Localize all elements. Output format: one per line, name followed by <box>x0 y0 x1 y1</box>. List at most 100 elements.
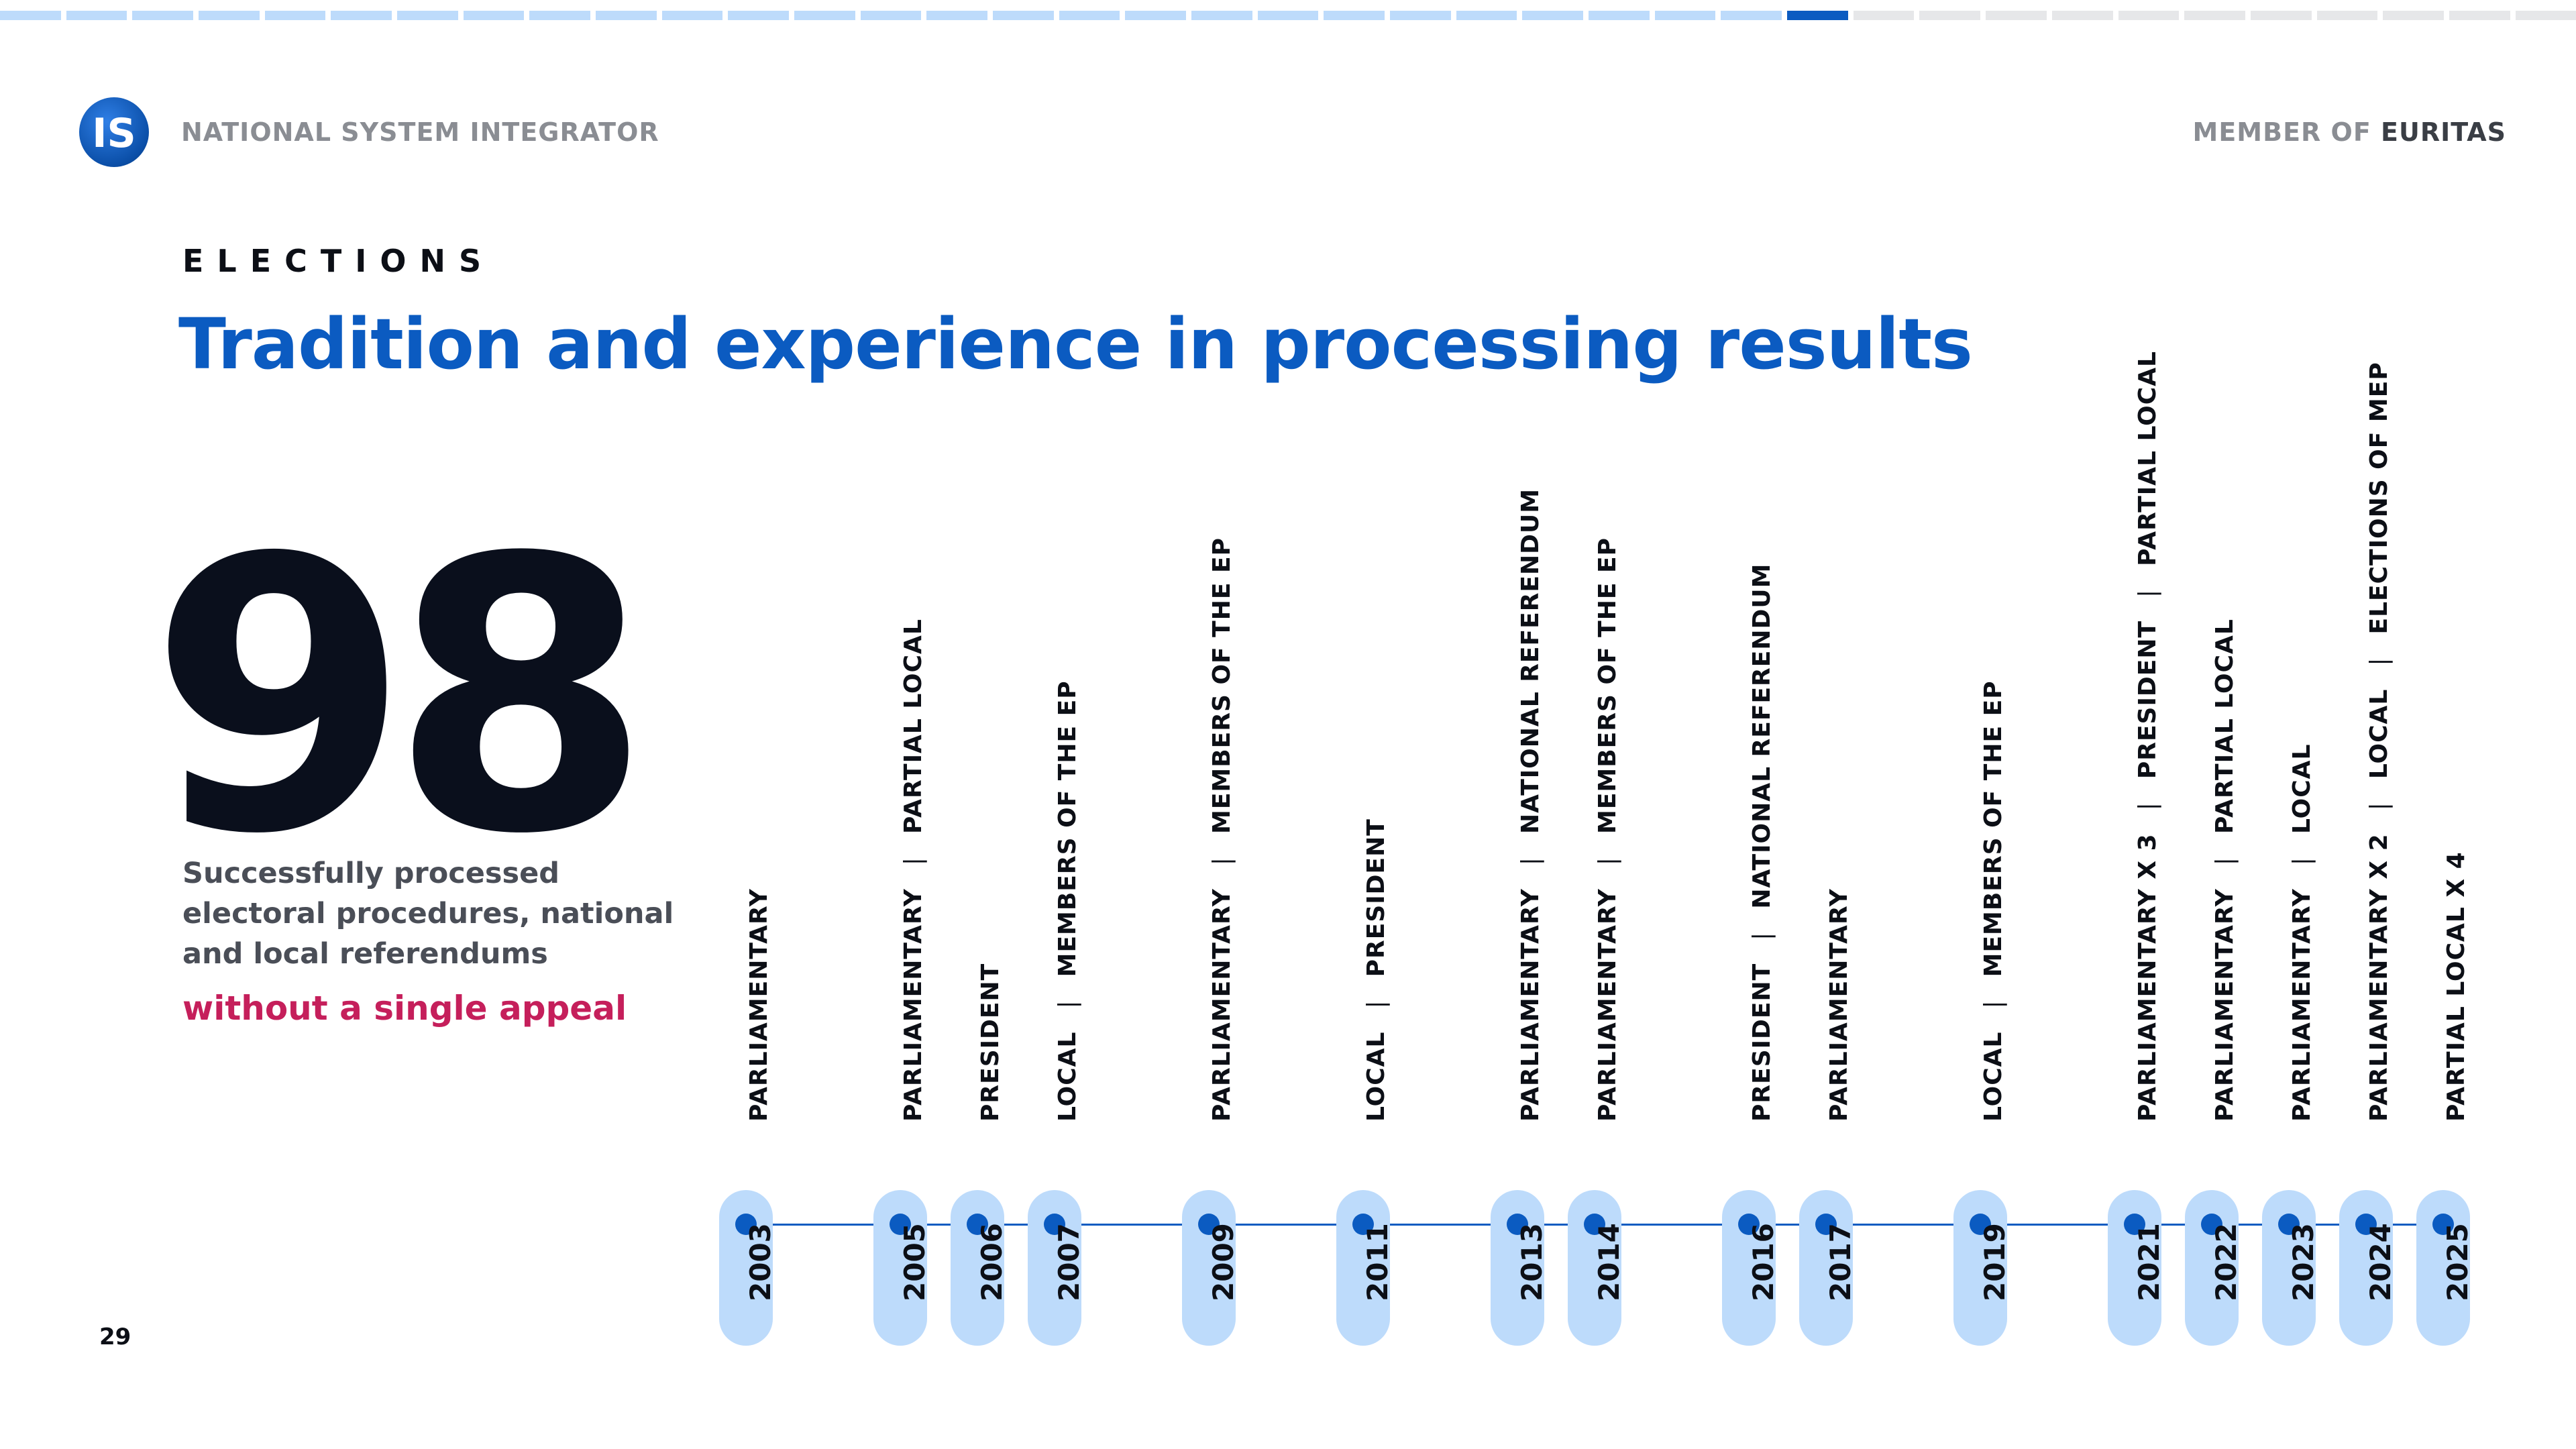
stat-highlight: without a single appeal <box>182 989 627 1028</box>
election-events: PARLIAMENTARY <box>745 888 773 1122</box>
election-events: LOCAL | MEMBERS OF THE EP <box>1054 680 1081 1122</box>
timeline-dot <box>2355 1214 2377 1235</box>
progress-segment <box>199 11 260 20</box>
election-event: MEMBERS OF THE EP <box>1208 537 1236 834</box>
progress-segment <box>331 11 392 20</box>
progress-segment <box>1919 11 1981 20</box>
election-events: PARLIAMENTARY | LOCAL <box>2288 743 2316 1122</box>
election-event: PARLIAMENTARY <box>1594 888 1621 1122</box>
year-label: 2005 <box>898 1223 931 1301</box>
progress-segment <box>1522 11 1584 20</box>
progress-segment <box>463 11 525 20</box>
timeline-dot <box>2278 1214 2300 1235</box>
election-event: PRESIDENT <box>2134 620 2161 780</box>
progress-segment <box>66 11 127 20</box>
progress-segment <box>596 11 657 20</box>
progress-segment <box>1324 11 1385 20</box>
election-event: PARLIAMENTARY <box>900 888 927 1122</box>
event-separator: | <box>1054 1000 1081 1009</box>
election-event: PARTIAL LOCAL <box>2211 619 2239 834</box>
election-event: PARTIAL LOCAL <box>900 619 927 834</box>
election-event: LOCAL <box>1980 1031 2007 1122</box>
election-event: PARTIAL LOCAL <box>2134 351 2161 566</box>
progress-segment <box>1721 11 1782 20</box>
progress-segment <box>2051 11 2113 20</box>
event-separator: | <box>1748 931 1776 941</box>
timeline-dot <box>1507 1214 1528 1235</box>
progress-segment <box>1257 11 1319 20</box>
election-events: PARLIAMENTARY | NATIONAL REFERENDUM <box>1517 488 1544 1122</box>
progress-segment <box>1986 11 2047 20</box>
year-label: 2011 <box>1361 1223 1394 1301</box>
year-label: 2025 <box>2441 1223 2474 1301</box>
election-event: PARLIAMENTARY <box>2288 888 2316 1122</box>
timeline-dot <box>735 1214 757 1235</box>
timeline-dot <box>890 1214 911 1235</box>
progress-segment <box>2316 11 2378 20</box>
election-event: LOCAL <box>2288 743 2316 834</box>
year-label: 2023 <box>2287 1223 2320 1301</box>
progress-segment <box>2184 11 2245 20</box>
year-label: 2024 <box>2364 1223 2397 1301</box>
election-events: PARLIAMENTARY X 2 | LOCAL | ELECTIONS OF MEP <box>2365 362 2393 1122</box>
year-label: 2003 <box>744 1223 777 1301</box>
membership-name: EURITAS <box>2381 117 2506 147</box>
progress-segment <box>2250 11 2312 20</box>
progress-segment <box>0 11 61 20</box>
progress-segment <box>2515 11 2576 20</box>
timeline-dot <box>1815 1214 1837 1235</box>
slide-progress-bar <box>0 11 2576 20</box>
election-events: PARLIAMENTARY | MEMBERS OF THE EP <box>1208 537 1236 1122</box>
progress-segment <box>1456 11 1517 20</box>
election-events: PRESIDENT | NATIONAL REFERENDUM <box>1748 563 1776 1122</box>
election-event: LOCAL <box>1362 1031 1390 1122</box>
organization-name: NATIONAL SYSTEM INTEGRATOR <box>181 117 659 147</box>
election-event: NATIONAL REFERENDUM <box>1748 563 1776 909</box>
election-events: PARLIAMENTARY X 3 | PRESIDENT | PARTIAL LOCA… <box>2134 351 2161 1122</box>
event-separator: | <box>2211 857 2239 866</box>
timeline-dot <box>967 1214 988 1235</box>
event-separator: | <box>2134 802 2161 811</box>
page-title: Tradition and experience in processing r… <box>178 303 1973 385</box>
progress-segment <box>132 11 194 20</box>
election-event: PRESIDENT <box>1362 818 1390 977</box>
event-separator: | <box>900 857 927 866</box>
section-kicker: ELECTIONS <box>182 243 495 279</box>
election-event: PRESIDENT <box>1748 963 1776 1122</box>
year-label: 2007 <box>1053 1223 1085 1301</box>
election-events: PARLIAMENTARY | MEMBERS OF THE EP <box>1594 537 1621 1122</box>
progress-segment <box>794 11 855 20</box>
stat-number: 98 <box>149 479 651 916</box>
progress-segment <box>264 11 326 20</box>
progress-segment <box>1125 11 1187 20</box>
election-event: PRESIDENT <box>977 963 1004 1122</box>
timeline-dot <box>1584 1214 1605 1235</box>
year-label: 2009 <box>1207 1223 1240 1301</box>
timeline-dot <box>2124 1214 2145 1235</box>
progress-segment <box>1787 11 1848 20</box>
election-event: LOCAL <box>1054 1031 1081 1122</box>
year-label: 2021 <box>2133 1223 2165 1301</box>
election-event: PARLIAMENTARY <box>1825 888 1853 1122</box>
election-events: PARLIAMENTARY | PARTIAL LOCAL <box>2211 619 2239 1122</box>
election-event: MEMBERS OF THE EP <box>1594 537 1621 834</box>
election-event: MEMBERS OF THE EP <box>1054 680 1081 977</box>
page-number: 29 <box>99 1324 131 1350</box>
election-events: PARLIAMENTARY <box>1825 888 1853 1122</box>
event-separator: | <box>2365 802 2393 811</box>
election-event: PARLIAMENTARY X 3 <box>2134 833 2161 1122</box>
is-logo-mark: IS <box>92 110 136 157</box>
election-event: MEMBERS OF THE EP <box>1980 680 2007 977</box>
progress-segment <box>397 11 458 20</box>
progress-segment <box>2118 11 2180 20</box>
election-event: PARTIAL LOCAL X 4 <box>2443 851 2470 1122</box>
progress-segment <box>1589 11 1650 20</box>
event-separator: | <box>1362 1000 1390 1009</box>
progress-segment <box>529 11 591 20</box>
event-separator: | <box>2288 857 2316 866</box>
progress-segment <box>661 11 723 20</box>
event-separator: | <box>1517 857 1544 866</box>
election-event: PARLIAMENTARY X 2 <box>2365 833 2393 1122</box>
is-logo: IS <box>79 97 149 167</box>
progress-segment <box>1390 11 1451 20</box>
